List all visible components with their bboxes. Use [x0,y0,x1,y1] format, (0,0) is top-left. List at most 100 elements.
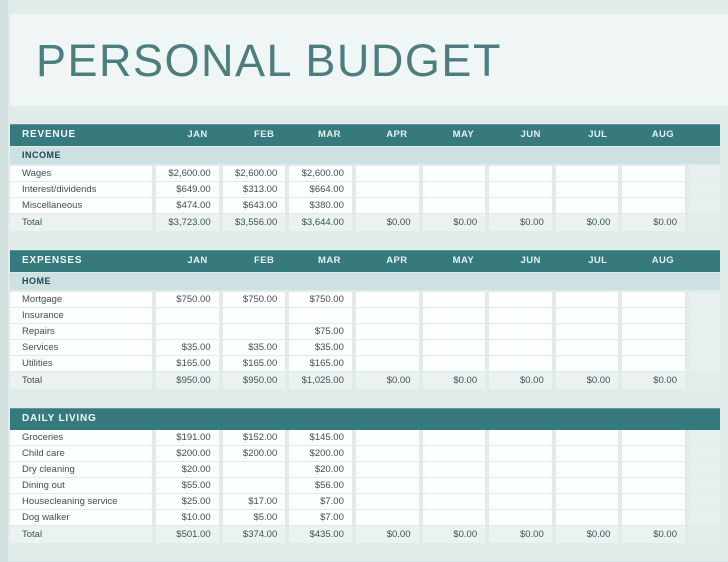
value-cell[interactable] [622,292,685,307]
value-cell[interactable] [422,430,486,445]
section-title-cell[interactable]: EXPENSES [22,255,83,266]
total-value-cell[interactable]: $0.00 [622,526,685,543]
value-cell[interactable] [422,308,486,323]
value-cell[interactable] [622,446,685,461]
column-header-jul[interactable]: JUL [588,129,608,140]
value-cell[interactable] [422,494,486,509]
total-value-cell[interactable]: $0.00 [555,526,619,543]
value-cell[interactable]: $165.00 [289,356,352,371]
value-cell[interactable]: $2,600.00 [156,166,219,181]
value-cell[interactable] [622,198,685,213]
value-cell[interactable] [222,478,286,493]
total-value-cell[interactable]: $3,644.00 [289,214,352,231]
total-value-cell[interactable]: $0.00 [555,214,619,231]
value-cell[interactable] [222,308,286,323]
value-cell[interactable] [355,198,419,213]
value-cell[interactable]: $145.00 [289,430,352,445]
value-cell[interactable] [555,510,619,525]
column-header-jul[interactable] [556,408,619,430]
value-cell[interactable] [489,462,552,477]
row-label-cell[interactable]: Dog walker [10,510,152,525]
value-cell[interactable] [622,166,685,181]
column-header-aug[interactable]: AUG [651,255,674,266]
value-cell[interactable] [422,166,486,181]
value-cell[interactable] [422,510,486,525]
row-label-cell[interactable]: Wages [10,166,152,181]
value-cell[interactable]: $7.00 [289,510,352,525]
value-cell[interactable] [622,478,685,493]
value-cell[interactable] [489,446,552,461]
total-value-cell[interactable]: $0.00 [489,372,552,389]
value-cell[interactable] [355,166,419,181]
total-value-cell[interactable]: $0.00 [355,372,419,389]
total-value-cell[interactable]: $374.00 [222,526,286,543]
value-cell[interactable] [622,324,685,339]
value-cell[interactable] [555,478,619,493]
value-cell[interactable] [555,292,619,307]
value-cell[interactable]: $191.00 [156,430,219,445]
value-cell[interactable]: $20.00 [156,462,219,477]
column-header-jan[interactable]: JAN [187,129,208,140]
total-value-cell[interactable]: $0.00 [489,214,552,231]
column-header-mar[interactable]: MAR [318,255,341,266]
value-cell[interactable]: $750.00 [289,292,352,307]
total-value-cell[interactable]: $435.00 [289,526,352,543]
section-title-cell[interactable]: REVENUE [22,129,76,140]
total-value-cell[interactable]: $0.00 [489,526,552,543]
value-cell[interactable] [422,356,486,371]
value-cell[interactable] [355,356,419,371]
row-label-cell[interactable]: Repairs [10,324,152,339]
row-label-cell[interactable]: Interest/dividends [10,182,152,197]
total-label-cell[interactable]: Total [10,526,152,543]
value-cell[interactable] [422,182,486,197]
column-header-jan[interactable]: JAN [187,255,208,266]
column-header-may[interactable] [423,408,486,430]
value-cell[interactable] [489,324,552,339]
value-cell[interactable] [422,478,486,493]
column-header-feb[interactable]: FEB [254,255,275,266]
value-cell[interactable] [555,198,619,213]
column-header-apr[interactable]: APR [386,255,408,266]
value-cell[interactable]: $200.00 [156,446,219,461]
value-cell[interactable] [622,356,685,371]
value-cell[interactable] [156,324,219,339]
value-cell[interactable] [489,340,552,355]
column-header-jun[interactable]: JUN [520,129,541,140]
value-cell[interactable] [489,308,552,323]
column-header-mar[interactable]: MAR [318,129,341,140]
value-cell[interactable]: $35.00 [156,340,219,355]
value-cell[interactable] [355,308,419,323]
total-value-cell[interactable]: $3,723.00 [156,214,219,231]
value-cell[interactable] [555,166,619,181]
value-cell[interactable] [555,340,619,355]
column-header-may[interactable]: MAY [452,129,475,140]
row-label-cell[interactable]: Insurance [10,308,152,323]
value-cell[interactable] [555,356,619,371]
value-cell[interactable]: $750.00 [156,292,219,307]
value-cell[interactable] [555,430,619,445]
value-cell[interactable]: $380.00 [289,198,352,213]
row-label-cell[interactable]: Miscellaneous [10,198,152,213]
value-cell[interactable] [355,510,419,525]
value-cell[interactable] [622,308,685,323]
value-cell[interactable]: $20.00 [289,462,352,477]
value-cell[interactable]: $643.00 [222,198,286,213]
column-header-may[interactable]: MAY [452,255,475,266]
value-cell[interactable] [622,494,685,509]
value-cell[interactable] [422,340,486,355]
value-cell[interactable] [555,494,619,509]
row-label-cell[interactable]: Services [10,340,152,355]
value-cell[interactable] [422,446,486,461]
value-cell[interactable] [489,356,552,371]
row-label-cell[interactable]: Dining out [10,478,152,493]
section-title-cell[interactable]: DAILY LIVING [22,413,97,424]
column-header-apr[interactable]: APR [386,129,408,140]
value-cell[interactable] [555,182,619,197]
value-cell[interactable]: $165.00 [156,356,219,371]
column-header-feb[interactable] [223,408,286,430]
column-header-jan[interactable] [156,408,219,430]
value-cell[interactable] [422,324,486,339]
total-value-cell[interactable]: $950.00 [156,372,219,389]
value-cell[interactable] [355,478,419,493]
total-value-cell[interactable]: $0.00 [355,214,419,231]
